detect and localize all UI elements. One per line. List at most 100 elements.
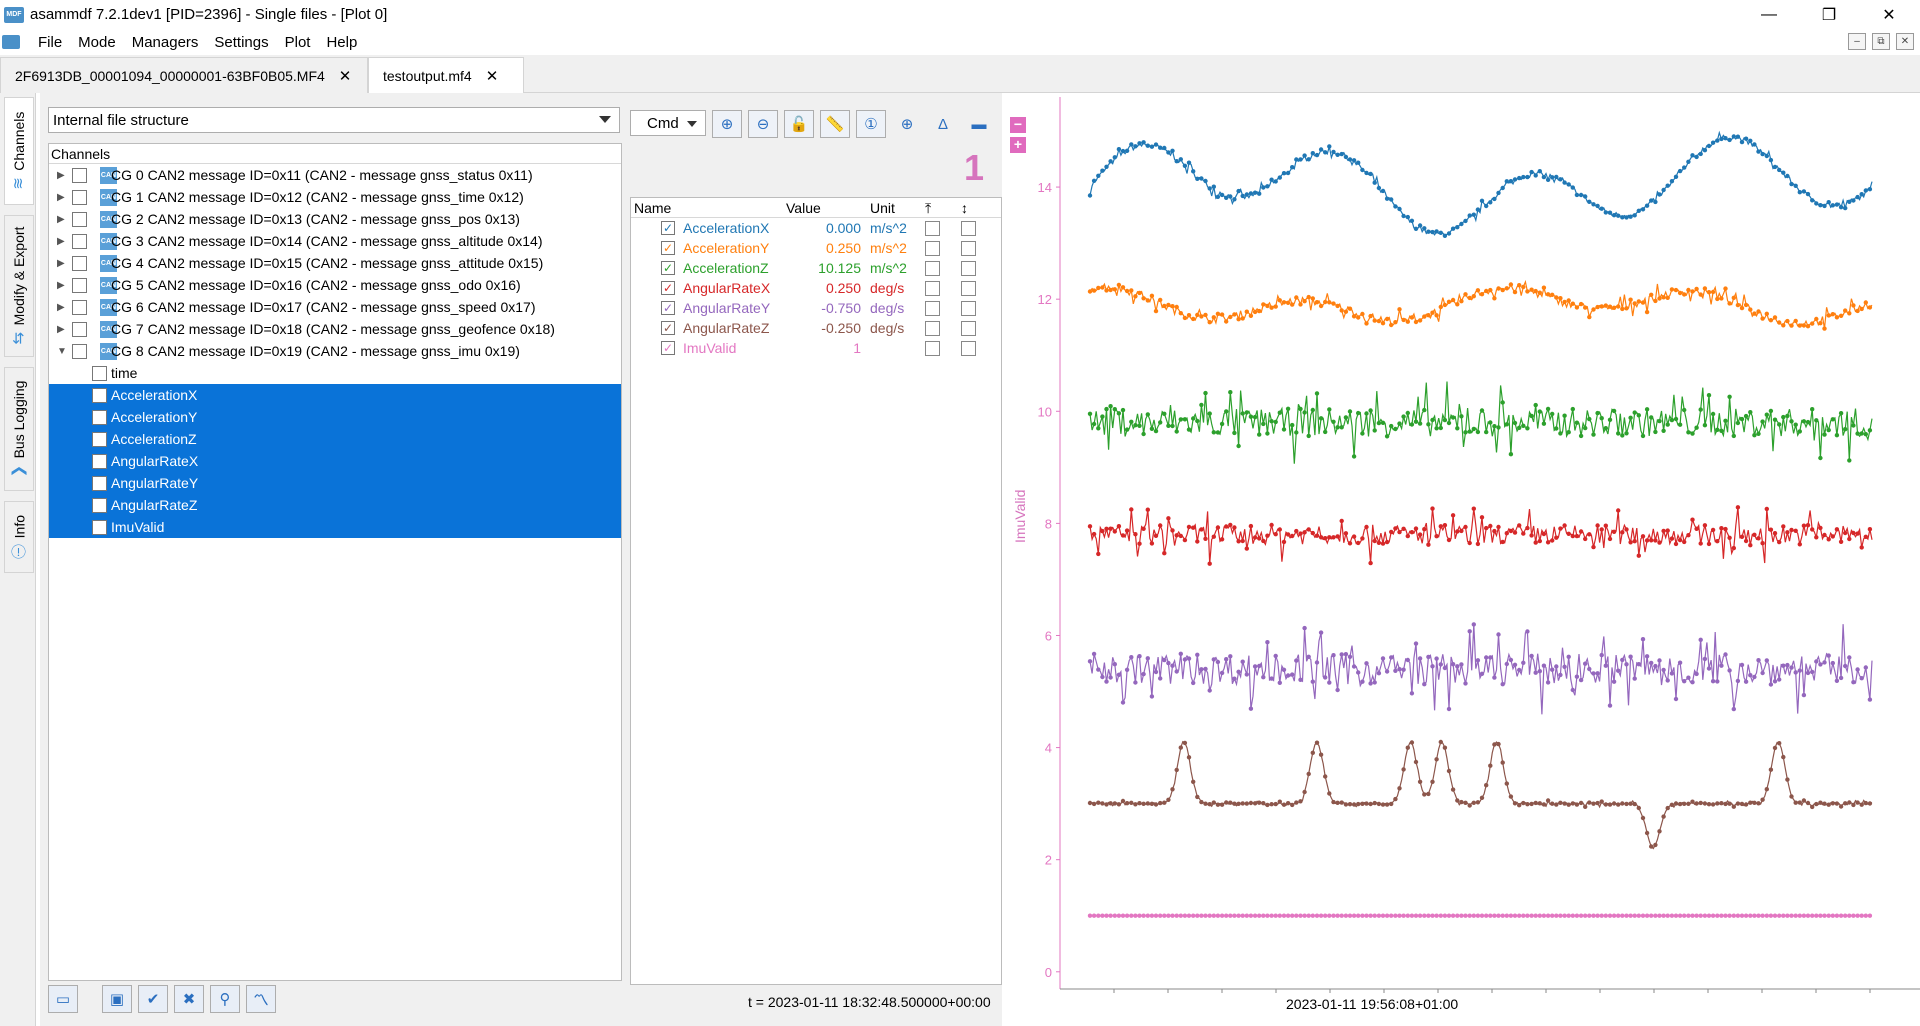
save-button[interactable]: ▣ <box>102 985 132 1013</box>
channel-group-row[interactable]: ▶ CAN CG 1 CAN2 message ID=0x12 (CAN2 - … <box>49 186 621 208</box>
menu-help[interactable]: Help <box>326 33 358 51</box>
chevron-right-icon[interactable]: ▶ <box>57 169 65 181</box>
channel-group-row[interactable]: ▼ CAN CG 8 CAN2 message ID=0x19 (CAN2 - … <box>49 340 621 362</box>
channel-checkbox[interactable] <box>92 365 107 381</box>
channel-row[interactable]: time <box>49 362 621 384</box>
group-checkbox[interactable] <box>72 277 87 293</box>
pin-checkbox[interactable] <box>925 341 940 356</box>
search-button[interactable]: ⚲ <box>210 985 240 1013</box>
group-checkbox[interactable] <box>72 321 87 337</box>
uncheck-all-button[interactable]: ✖ <box>174 985 204 1013</box>
channel-list[interactable]: Name Value Unit ⤒ ↕ ✓ AccelerationX 0.00… <box>630 197 1002 985</box>
channel-checkbox[interactable] <box>92 387 107 403</box>
plot-channel-row[interactable]: ✓ AngularRateZ -0.250 deg/s <box>631 319 1001 339</box>
channel-checkbox[interactable] <box>92 453 107 469</box>
file-tab-1[interactable]: 2F6913DB_00001094_00000001-63BF0B05.MF4 … <box>0 57 368 93</box>
chevron-right-icon[interactable]: ▶ <box>57 279 65 291</box>
zoom-out-button[interactable]: ⊖ <box>748 110 778 138</box>
group-checkbox[interactable] <box>72 343 87 359</box>
individual-axis-checkbox[interactable] <box>961 301 976 316</box>
channel-group-row[interactable]: ▶ CAN CG 3 CAN2 message ID=0x14 (CAN2 - … <box>49 230 621 252</box>
plot-channel-row[interactable]: ✓ AngularRateY -0.750 deg/s <box>631 299 1001 319</box>
channel-row[interactable]: AccelerationZ <box>49 428 621 450</box>
close-window-button[interactable]: ✕ <box>1882 6 1896 24</box>
chevron-right-icon[interactable]: ▶ <box>57 191 65 203</box>
collapse-icon[interactable]: − <box>1010 117 1026 133</box>
chevron-right-icon[interactable]: ▶ <box>57 257 65 269</box>
tab-info[interactable]: ⓘ Info <box>4 501 34 573</box>
channel-group-row[interactable]: ▶ CAN CG 2 CAN2 message ID=0x13 (CAN2 - … <box>49 208 621 230</box>
individual-axis-checkbox[interactable] <box>961 221 976 236</box>
group-checkbox[interactable] <box>72 167 87 183</box>
comment-button[interactable]: ▬ <box>964 110 994 138</box>
individual-axis-checkbox[interactable] <box>961 321 976 336</box>
plot-channel-row[interactable]: ✓ AccelerationZ 10.125 m/s^2 <box>631 259 1001 279</box>
pin-checkbox[interactable] <box>925 241 940 256</box>
group-checkbox[interactable] <box>72 233 87 249</box>
cmd-menu-button[interactable]: Cmd <box>630 110 706 136</box>
tab-bus-logging[interactable]: ❯ Bus Logging <box>4 367 34 491</box>
file-tab-2[interactable]: testoutput.mf4 ✕ <box>368 57 524 93</box>
individual-axis-checkbox[interactable] <box>961 261 976 276</box>
group-checkbox[interactable] <box>72 189 87 205</box>
channel-row[interactable]: AngularRateX <box>49 450 621 472</box>
plot-channel-row[interactable]: ✓ AccelerationY 0.250 m/s^2 <box>631 239 1001 259</box>
channel-checkbox[interactable] <box>92 475 107 491</box>
channel-visible-checkbox[interactable]: ✓ <box>661 301 675 315</box>
channel-visible-checkbox[interactable]: ✓ <box>661 241 675 255</box>
mdi-restore-button[interactable]: ⧉ <box>1872 33 1890 50</box>
chevron-right-icon[interactable]: ▶ <box>57 301 65 313</box>
plot-channel-row[interactable]: ✓ AngularRateX 0.250 deg/s <box>631 279 1001 299</box>
channel-visible-checkbox[interactable]: ✓ <box>661 281 675 295</box>
channel-row[interactable]: AngularRateZ <box>49 494 621 516</box>
structure-mode-select[interactable]: Internal file structure <box>48 107 620 133</box>
expand-icon[interactable]: + <box>1010 137 1026 153</box>
channel-tree[interactable]: Channels ▶ CAN CG 0 CAN2 message ID=0x11… <box>48 143 622 981</box>
tab-modify-export[interactable]: ⇆ Modify & Export <box>4 215 34 357</box>
channel-row[interactable]: AccelerationY <box>49 406 621 428</box>
channel-row[interactable]: AngularRateY <box>49 472 621 494</box>
channel-visible-checkbox[interactable]: ✓ <box>661 261 675 275</box>
chevron-right-icon[interactable]: ▶ <box>57 235 65 247</box>
menu-plot[interactable]: Plot <box>284 33 311 51</box>
channel-visible-checkbox[interactable]: ✓ <box>661 221 675 235</box>
channel-row[interactable]: ImuValid <box>49 516 621 538</box>
plot-area[interactable]: − + 0 2 4 6 8 10 12 14 ImuValid 2023-01-11 19:5… <box>1004 93 1920 1026</box>
menu-file[interactable]: File <box>38 33 63 51</box>
channel-group-row[interactable]: ▶ CAN CG 7 CAN2 message ID=0x18 (CAN2 - … <box>49 318 621 340</box>
zoom-in-button[interactable]: ⊕ <box>712 110 742 138</box>
close-icon[interactable]: ✕ <box>485 67 499 85</box>
channel-row[interactable]: AccelerationX <box>49 384 621 406</box>
channel-checkbox[interactable] <box>92 519 107 535</box>
pin-checkbox[interactable] <box>925 321 940 336</box>
channel-group-row[interactable]: ▶ CAN CG 4 CAN2 message ID=0x15 (CAN2 - … <box>49 252 621 274</box>
maximize-button[interactable]: ❐ <box>1821 6 1837 24</box>
individual-axis-checkbox[interactable] <box>961 241 976 256</box>
delta-button[interactable]: Δ <box>928 110 958 138</box>
individual-axis-checkbox[interactable] <box>961 281 976 296</box>
group-checkbox[interactable] <box>72 211 87 227</box>
open-folder-button[interactable]: ▭ <box>48 985 78 1013</box>
mdi-minimize-button[interactable]: – <box>1848 33 1866 50</box>
check-all-button[interactable]: ✔ <box>138 985 168 1013</box>
plot-button[interactable]: 〽 <box>246 985 276 1013</box>
cursor-button[interactable]: 📏 <box>820 110 850 138</box>
channel-checkbox[interactable] <box>92 497 107 513</box>
mdi-close-button[interactable]: ✕ <box>1896 33 1914 50</box>
pin-checkbox[interactable] <box>925 281 940 296</box>
chevron-down-icon[interactable]: ▼ <box>57 345 67 357</box>
channel-visible-checkbox[interactable]: ✓ <box>661 341 675 355</box>
individual-axis-checkbox[interactable] <box>961 341 976 356</box>
chevron-right-icon[interactable]: ▶ <box>57 213 65 225</box>
add-button[interactable]: ⊕ <box>892 110 922 138</box>
pin-checkbox[interactable] <box>925 301 940 316</box>
channel-checkbox[interactable] <box>92 431 107 447</box>
channel-group-row[interactable]: ▶ CAN CG 5 CAN2 message ID=0x16 (CAN2 - … <box>49 274 621 296</box>
menu-managers[interactable]: Managers <box>131 33 199 51</box>
fit-button[interactable]: ① <box>856 110 886 138</box>
channel-visible-checkbox[interactable]: ✓ <box>661 321 675 335</box>
menu-mode[interactable]: Mode <box>78 33 116 51</box>
plot-channel-row[interactable]: ✓ ImuValid 1 <box>631 339 1001 359</box>
minimize-button[interactable]: — <box>1761 5 1777 23</box>
